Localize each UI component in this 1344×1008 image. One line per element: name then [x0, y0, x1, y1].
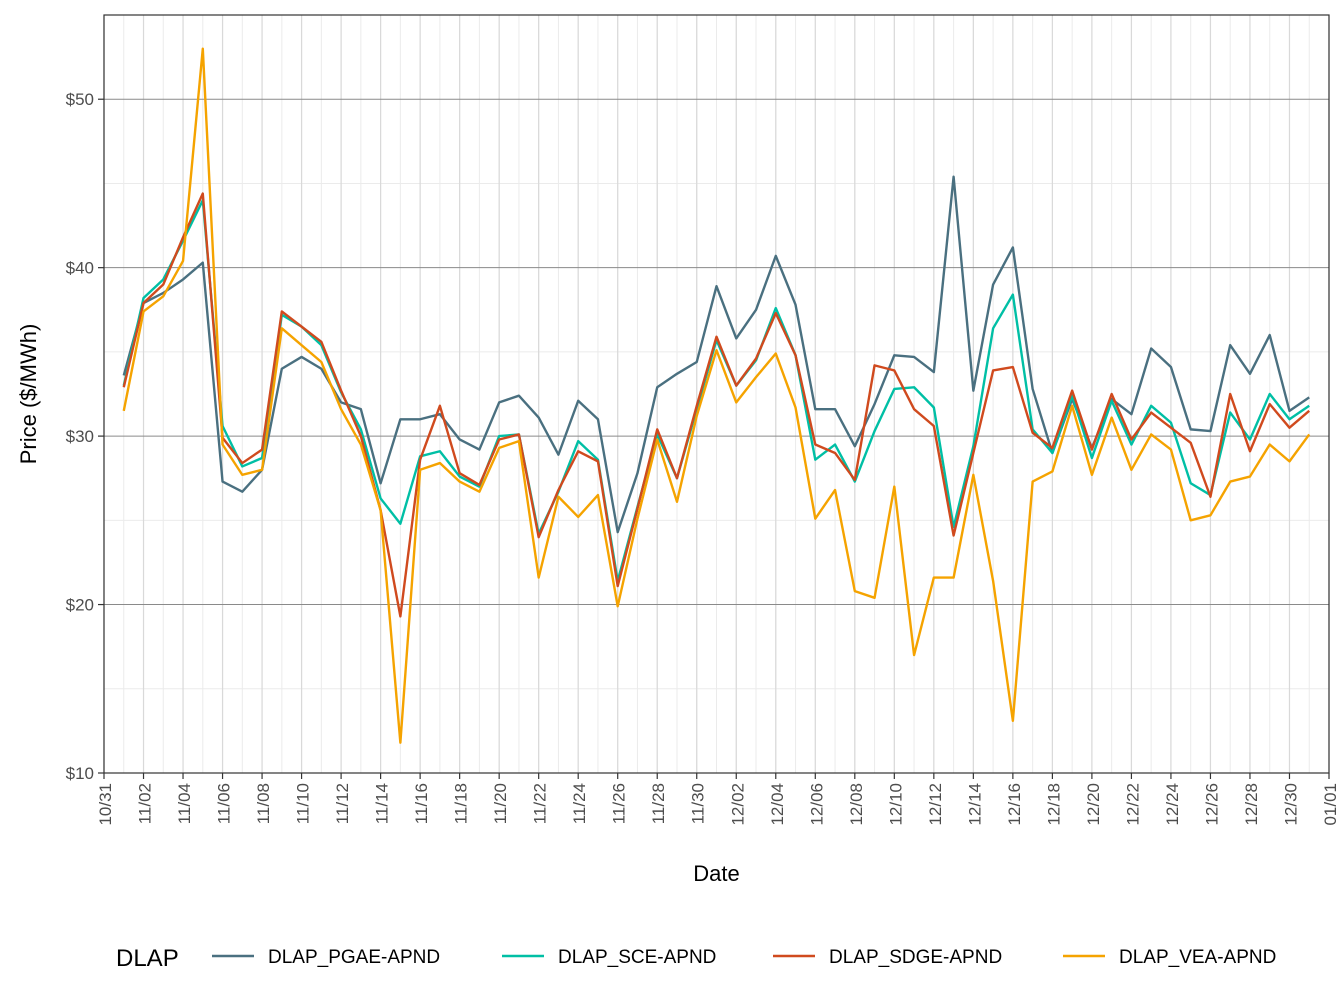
x-tick-label: 12/18: [1044, 783, 1063, 826]
x-tick-label: 12/22: [1123, 783, 1142, 826]
x-tick-label: 11/14: [373, 783, 392, 824]
x-tick-label: 12/16: [1005, 783, 1024, 826]
x-tick-label: 11/28: [649, 783, 668, 824]
x-tick-label: 12/14: [965, 783, 984, 826]
x-tick-label: 12/02: [728, 783, 747, 826]
series-line-dlap_vea-apnd: [122, 47, 1311, 744]
legend-label-dlap_sce-apnd: DLAP_SCE-APND: [558, 947, 716, 968]
x-tick-label: 11/26: [610, 783, 629, 824]
y-tick-label: $10: [66, 764, 94, 783]
y-axis-title: Price ($/MWh): [16, 324, 41, 465]
x-tick-label: 11/06: [215, 783, 234, 824]
axis-ticks: [98, 98, 1330, 779]
x-tick-label: 11/30: [689, 783, 708, 824]
x-tick-label: 12/12: [926, 783, 945, 826]
x-tick-label: 12/08: [847, 783, 866, 826]
x-tick-label: 12/30: [1281, 783, 1300, 826]
series-lines: [122, 47, 1311, 744]
legend-label-dlap_pgae-apnd: DLAP_PGAE-APND: [268, 947, 440, 968]
x-tick-label: 12/28: [1242, 783, 1261, 826]
x-tick-label: 11/16: [412, 783, 431, 824]
legend-label-dlap_sdge-apnd: DLAP_SDGE-APND: [829, 947, 1002, 968]
y-tick-label: $50: [66, 90, 94, 109]
x-tick-label: 12/10: [886, 783, 905, 826]
x-tick-label: 12/24: [1163, 783, 1182, 826]
x-axis-title: Date: [693, 861, 739, 886]
x-tick-label: 11/18: [452, 783, 471, 824]
y-tick-label: $40: [66, 259, 94, 278]
y-tick-labels: $10 $20 $30 $40 $50: [66, 90, 94, 783]
x-tick-label: 11/02: [136, 783, 155, 824]
x-tick-label: 01/01: [1321, 783, 1340, 826]
legend-label-dlap_vea-apnd: DLAP_VEA-APND: [1119, 947, 1276, 968]
x-tick-label: 11/08: [254, 783, 273, 824]
x-tick-labels: 10/31 11/02 11/04 11/06 11/08 11/10 11/12 11/14…: [96, 783, 1340, 826]
x-tick-label: 11/20: [491, 783, 510, 824]
x-tick-label: 10/31: [96, 783, 115, 826]
x-tick-label: 11/24: [570, 783, 589, 824]
y-tick-label: $30: [66, 427, 94, 446]
plot-panel-border: [103, 14, 1330, 774]
x-tick-label: 11/22: [531, 783, 550, 824]
y-tick-label: $20: [66, 596, 94, 615]
x-tick-label: 11/10: [294, 783, 313, 824]
legend: DLAP DLAP_PGAE-APND DLAP_SCE-APND DLAP_SDG…: [116, 945, 1276, 972]
x-tick-label: 12/20: [1084, 783, 1103, 826]
series-line-dlap_sdge-apnd: [122, 192, 1311, 618]
series-line-dlap_pgae-apnd: [122, 175, 1310, 534]
x-tick-label: 12/06: [807, 783, 826, 826]
x-tick-label: 12/26: [1202, 783, 1221, 826]
x-tick-label: 12/04: [768, 783, 787, 826]
legend-title: DLAP: [116, 945, 179, 972]
x-tick-label: 11/04: [175, 783, 194, 824]
x-tick-label: 11/12: [333, 783, 352, 824]
